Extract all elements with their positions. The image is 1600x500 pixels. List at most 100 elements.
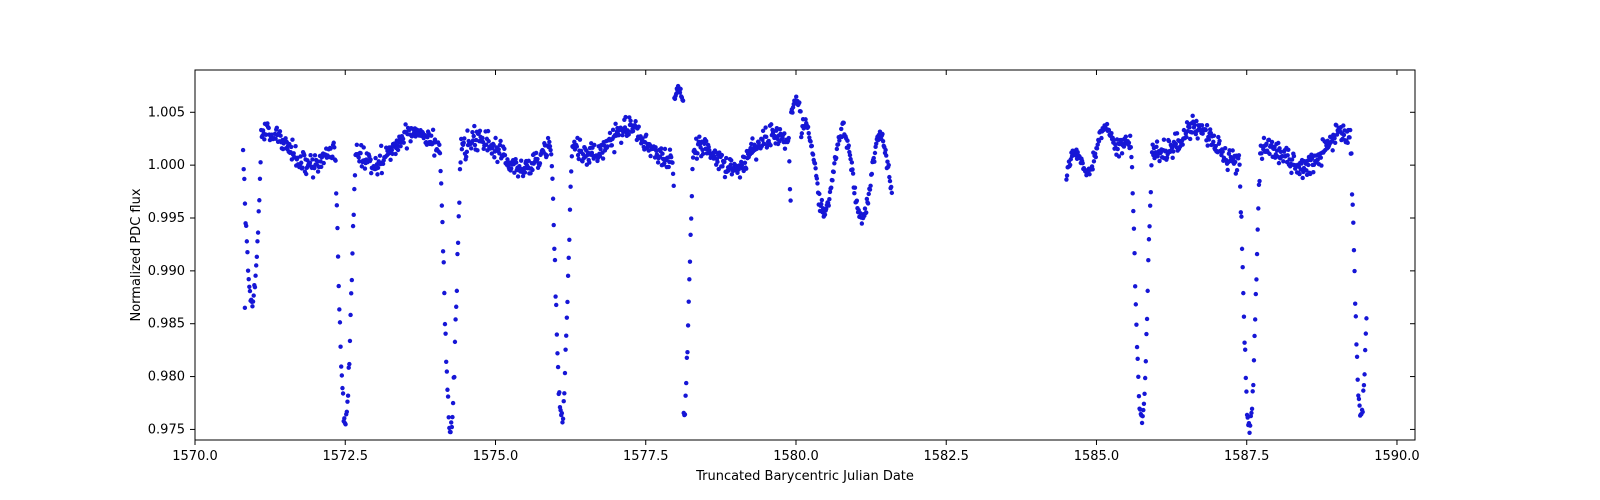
- data-point: [1363, 348, 1367, 352]
- data-point: [1212, 134, 1216, 138]
- data-point: [555, 332, 559, 336]
- data-point: [1180, 142, 1184, 146]
- data-point: [255, 255, 259, 259]
- data-point: [1065, 173, 1069, 177]
- data-point: [255, 239, 259, 243]
- data-point: [782, 131, 786, 135]
- data-point: [355, 143, 359, 147]
- data-point: [334, 191, 338, 195]
- data-point: [369, 171, 373, 175]
- data-point: [247, 277, 251, 281]
- data-point: [378, 153, 382, 157]
- data-point: [823, 212, 827, 216]
- data-point: [1353, 302, 1357, 306]
- data-point: [443, 331, 447, 335]
- data-point: [401, 137, 405, 141]
- data-point: [569, 169, 573, 173]
- data-point: [563, 347, 567, 351]
- y-tick-label: 1.005: [148, 105, 185, 120]
- data-point: [443, 322, 447, 326]
- data-point: [850, 167, 854, 171]
- data-point: [1188, 137, 1192, 141]
- data-point: [803, 117, 807, 121]
- data-point: [349, 291, 353, 295]
- data-point: [855, 199, 859, 203]
- data-point: [375, 172, 379, 176]
- data-point: [1211, 140, 1215, 144]
- data-point: [835, 147, 839, 151]
- data-point: [519, 159, 523, 163]
- data-point: [341, 391, 345, 395]
- data-point: [448, 430, 452, 434]
- x-tick-label: 1580.0: [773, 449, 819, 464]
- data-point: [247, 285, 251, 289]
- data-point: [790, 110, 794, 114]
- data-point: [469, 146, 473, 150]
- data-point: [834, 156, 838, 160]
- data-point: [431, 128, 435, 132]
- data-point: [813, 161, 817, 165]
- data-point: [335, 203, 339, 207]
- data-point: [575, 144, 579, 148]
- data-point: [462, 141, 466, 145]
- data-point: [363, 166, 367, 170]
- data-point: [670, 160, 674, 164]
- data-point: [800, 131, 804, 135]
- data-point: [444, 360, 448, 364]
- data-point: [787, 159, 791, 163]
- data-point: [783, 146, 787, 150]
- data-point: [1128, 134, 1132, 138]
- data-point: [1243, 348, 1247, 352]
- data-point: [388, 158, 392, 162]
- data-point: [464, 155, 468, 159]
- data-point: [578, 137, 582, 141]
- data-point: [458, 167, 462, 171]
- data-point: [1132, 226, 1136, 230]
- data-point: [548, 148, 552, 152]
- data-point: [887, 175, 891, 179]
- data-point: [470, 130, 474, 134]
- data-point: [438, 151, 442, 155]
- data-point: [806, 125, 810, 129]
- scatter-points: [241, 84, 1369, 435]
- data-point: [644, 133, 648, 137]
- data-point: [352, 213, 356, 217]
- data-point: [339, 364, 343, 368]
- data-point: [535, 157, 539, 161]
- data-point: [1141, 408, 1145, 412]
- data-point: [611, 128, 615, 132]
- data-point: [1133, 284, 1137, 288]
- data-point: [486, 129, 490, 133]
- data-point: [1364, 316, 1368, 320]
- data-point: [668, 148, 672, 152]
- data-point: [1200, 123, 1204, 127]
- data-point: [1355, 355, 1359, 359]
- data-point: [868, 184, 872, 188]
- data-point: [278, 134, 282, 138]
- data-point: [458, 160, 462, 164]
- data-point: [681, 98, 685, 102]
- data-point: [1144, 359, 1148, 363]
- data-point: [253, 274, 257, 278]
- data-point: [243, 201, 247, 205]
- data-point: [487, 139, 491, 143]
- data-point: [351, 224, 355, 228]
- data-point: [1184, 135, 1188, 139]
- data-point: [631, 129, 635, 133]
- data-point: [817, 192, 821, 196]
- data-point: [815, 176, 819, 180]
- data-point: [437, 143, 441, 147]
- data-point: [787, 136, 791, 140]
- data-point: [241, 148, 245, 152]
- data-point: [1220, 150, 1224, 154]
- data-point: [832, 161, 836, 165]
- data-point: [807, 131, 811, 135]
- data-point: [1253, 317, 1257, 321]
- data-point: [472, 134, 476, 138]
- data-point: [567, 256, 571, 260]
- data-point: [853, 186, 857, 190]
- data-point: [1092, 159, 1096, 163]
- data-point: [262, 137, 266, 141]
- data-point: [402, 140, 406, 144]
- data-point: [447, 415, 451, 419]
